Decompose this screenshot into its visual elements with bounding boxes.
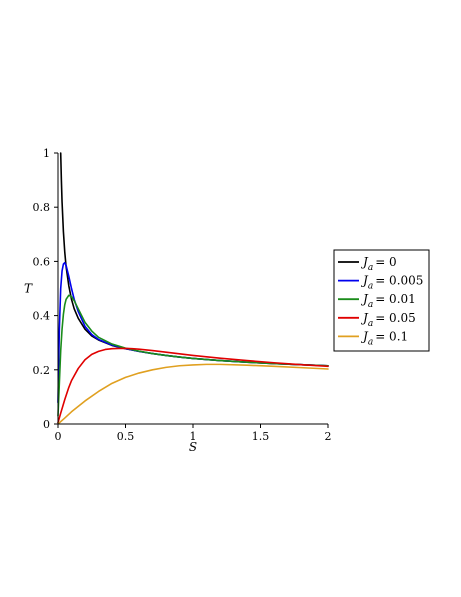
x-tick-label: 0.5 bbox=[117, 430, 135, 443]
legend-label-value: = 0.01 bbox=[375, 292, 416, 306]
legend-label-sub: a bbox=[368, 282, 373, 292]
y-axis-title: T bbox=[24, 282, 33, 296]
series-lines bbox=[57, 152, 329, 425]
legend-item-2: Ja = 0.01 bbox=[338, 292, 416, 310]
legend-label: Ja = 0.005 bbox=[360, 274, 423, 292]
legend-label-value: = 0.1 bbox=[375, 329, 408, 343]
series-line-3 bbox=[57, 347, 329, 424]
x-tick-label: 2 bbox=[325, 430, 332, 443]
plot-area: 0 0.5 1 1.5 2 0 0.2 0.4 0.6 0.8 1 S T bbox=[24, 147, 332, 454]
x-axis-title: S bbox=[189, 440, 197, 454]
legend-label: Ja = 0.01 bbox=[360, 292, 416, 310]
series-line-2 bbox=[57, 294, 329, 417]
legend-label: Ja = 0.1 bbox=[360, 329, 408, 347]
x-tick-label: 0 bbox=[55, 430, 62, 443]
legend-label-var: J bbox=[360, 274, 369, 288]
x-tick-label: 1 bbox=[190, 430, 197, 443]
legend-label-sub: a bbox=[368, 263, 373, 273]
legend-box bbox=[333, 249, 430, 352]
legend-item-4: Ja = 0.1 bbox=[338, 329, 408, 347]
x-tick-label: 1.5 bbox=[252, 430, 270, 443]
series-line-1 bbox=[57, 261, 329, 404]
legend-item-3: Ja = 0.05 bbox=[338, 311, 416, 329]
legend-label-var: J bbox=[360, 255, 369, 269]
y-tick-label: 0 bbox=[43, 418, 50, 431]
legend-label-sub: a bbox=[368, 337, 373, 347]
legend-label-var: J bbox=[360, 292, 369, 306]
legend-item-0: Ja = 0 bbox=[338, 255, 397, 273]
x-ticks: 0 0.5 1 1.5 2 bbox=[55, 424, 332, 443]
y-tick-label: 0.2 bbox=[33, 364, 51, 377]
y-tick-label: 0.8 bbox=[33, 201, 51, 214]
legend-label-value: = 0.005 bbox=[375, 274, 423, 288]
legend-label-value: = 0.05 bbox=[375, 311, 416, 325]
y-ticks: 0 0.2 0.4 0.6 0.8 1 bbox=[33, 147, 58, 431]
legend-label-var: J bbox=[360, 329, 369, 343]
legend-label-value: = 0 bbox=[375, 255, 397, 269]
legend-label-sub: a bbox=[368, 319, 373, 329]
legend-label-sub: a bbox=[368, 300, 373, 310]
legend-label-var: J bbox=[360, 311, 369, 325]
y-tick-label: 0.4 bbox=[33, 310, 51, 323]
legend-label: Ja = 0.05 bbox=[360, 311, 416, 329]
y-tick-label: 1 bbox=[43, 147, 50, 160]
series-line-4 bbox=[57, 363, 329, 425]
legend-item-1: Ja = 0.005 bbox=[338, 274, 423, 292]
y-tick-label: 0.6 bbox=[33, 255, 51, 268]
legend-label: Ja = 0 bbox=[360, 255, 397, 273]
series-line-0 bbox=[59, 152, 329, 367]
